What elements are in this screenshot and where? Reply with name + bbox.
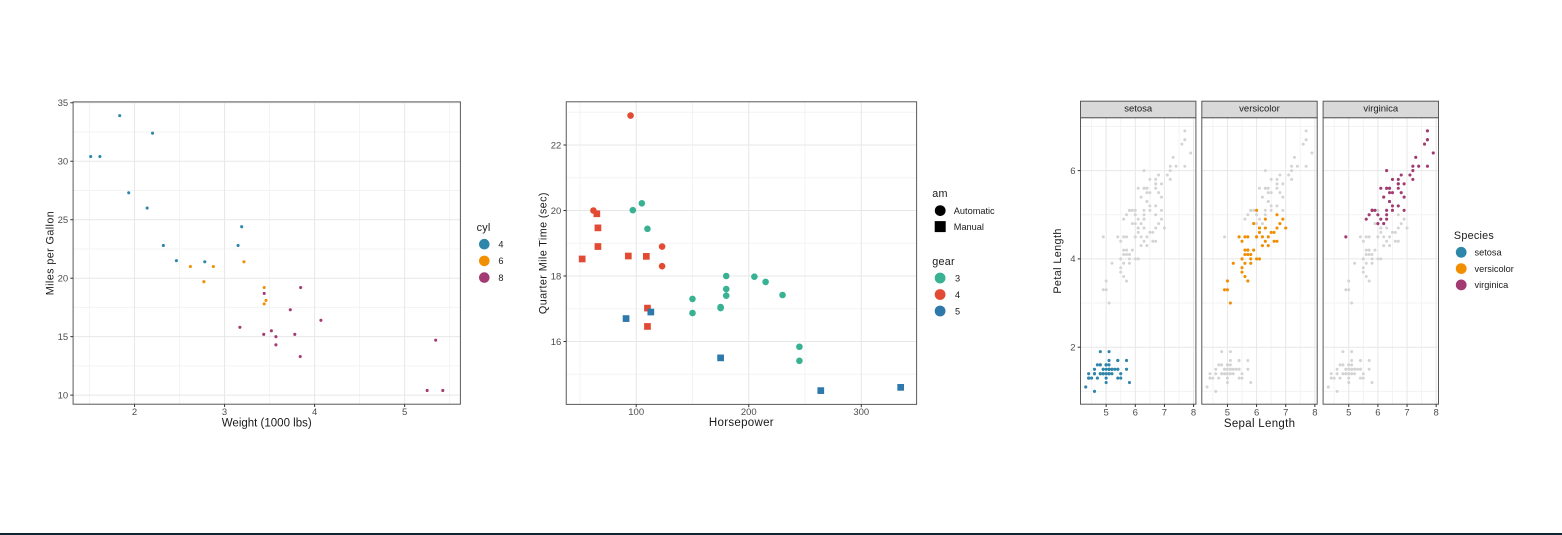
svg-text:setosa: setosa xyxy=(1475,248,1503,258)
svg-text:5: 5 xyxy=(1103,407,1108,418)
svg-text:10: 10 xyxy=(58,390,69,401)
svg-text:6: 6 xyxy=(1375,407,1380,418)
svg-text:7: 7 xyxy=(1404,407,1409,418)
svg-text:4: 4 xyxy=(1070,254,1075,265)
svg-text:5: 5 xyxy=(955,306,960,316)
svg-text:8: 8 xyxy=(1191,407,1196,418)
svg-text:5: 5 xyxy=(402,407,407,418)
svg-text:7: 7 xyxy=(1162,407,1167,418)
svg-text:3: 3 xyxy=(955,273,960,283)
svg-text:25: 25 xyxy=(58,215,69,226)
svg-text:5: 5 xyxy=(1346,407,1351,418)
svg-text:7: 7 xyxy=(1283,407,1288,418)
svg-text:3: 3 xyxy=(222,407,227,418)
svg-text:6: 6 xyxy=(1254,407,1259,418)
svg-text:4: 4 xyxy=(312,407,317,418)
svg-text:Species: Species xyxy=(1454,230,1495,242)
svg-text:Automatic: Automatic xyxy=(954,206,995,216)
svg-text:8: 8 xyxy=(1312,407,1317,418)
svg-text:22: 22 xyxy=(551,140,562,151)
svg-text:versicolor: versicolor xyxy=(1239,104,1280,115)
svg-text:2: 2 xyxy=(132,407,137,418)
svg-text:Sepal Length: Sepal Length xyxy=(1224,418,1295,430)
svg-text:30: 30 xyxy=(58,157,69,168)
svg-text:Manual: Manual xyxy=(954,222,984,232)
svg-text:8: 8 xyxy=(1434,407,1439,418)
svg-text:Miles per Gallon: Miles per Gallon xyxy=(44,211,56,295)
svg-text:4: 4 xyxy=(955,290,960,300)
svg-text:Petal Length: Petal Length xyxy=(1052,228,1064,293)
svg-text:2: 2 xyxy=(1070,343,1075,354)
svg-text:virginica: virginica xyxy=(1475,280,1510,290)
svg-text:6: 6 xyxy=(1070,166,1075,177)
svg-text:cyl: cyl xyxy=(477,222,491,234)
svg-text:Horsepower: Horsepower xyxy=(709,417,774,429)
svg-text:8: 8 xyxy=(498,273,503,283)
svg-text:200: 200 xyxy=(741,407,757,418)
svg-text:6: 6 xyxy=(1133,407,1138,418)
svg-text:setosa: setosa xyxy=(1124,104,1153,115)
svg-text:Quarter Mile Time (sec): Quarter Mile Time (sec) xyxy=(537,192,549,314)
svg-text:am: am xyxy=(932,188,948,200)
svg-text:100: 100 xyxy=(628,407,644,418)
svg-text:4: 4 xyxy=(498,240,503,250)
svg-text:35: 35 xyxy=(58,98,69,109)
svg-text:gear: gear xyxy=(932,256,955,268)
svg-text:Weight (1000 lbs): Weight (1000 lbs) xyxy=(222,417,312,429)
svg-text:versicolor: versicolor xyxy=(1475,264,1514,274)
svg-text:20: 20 xyxy=(551,206,562,217)
svg-text:6: 6 xyxy=(498,256,503,266)
svg-text:18: 18 xyxy=(551,271,562,282)
svg-text:virginica: virginica xyxy=(1363,104,1399,115)
svg-text:300: 300 xyxy=(853,407,869,418)
svg-text:20: 20 xyxy=(58,273,69,284)
svg-text:15: 15 xyxy=(58,332,69,343)
svg-text:5: 5 xyxy=(1225,407,1230,418)
svg-text:16: 16 xyxy=(551,337,562,348)
